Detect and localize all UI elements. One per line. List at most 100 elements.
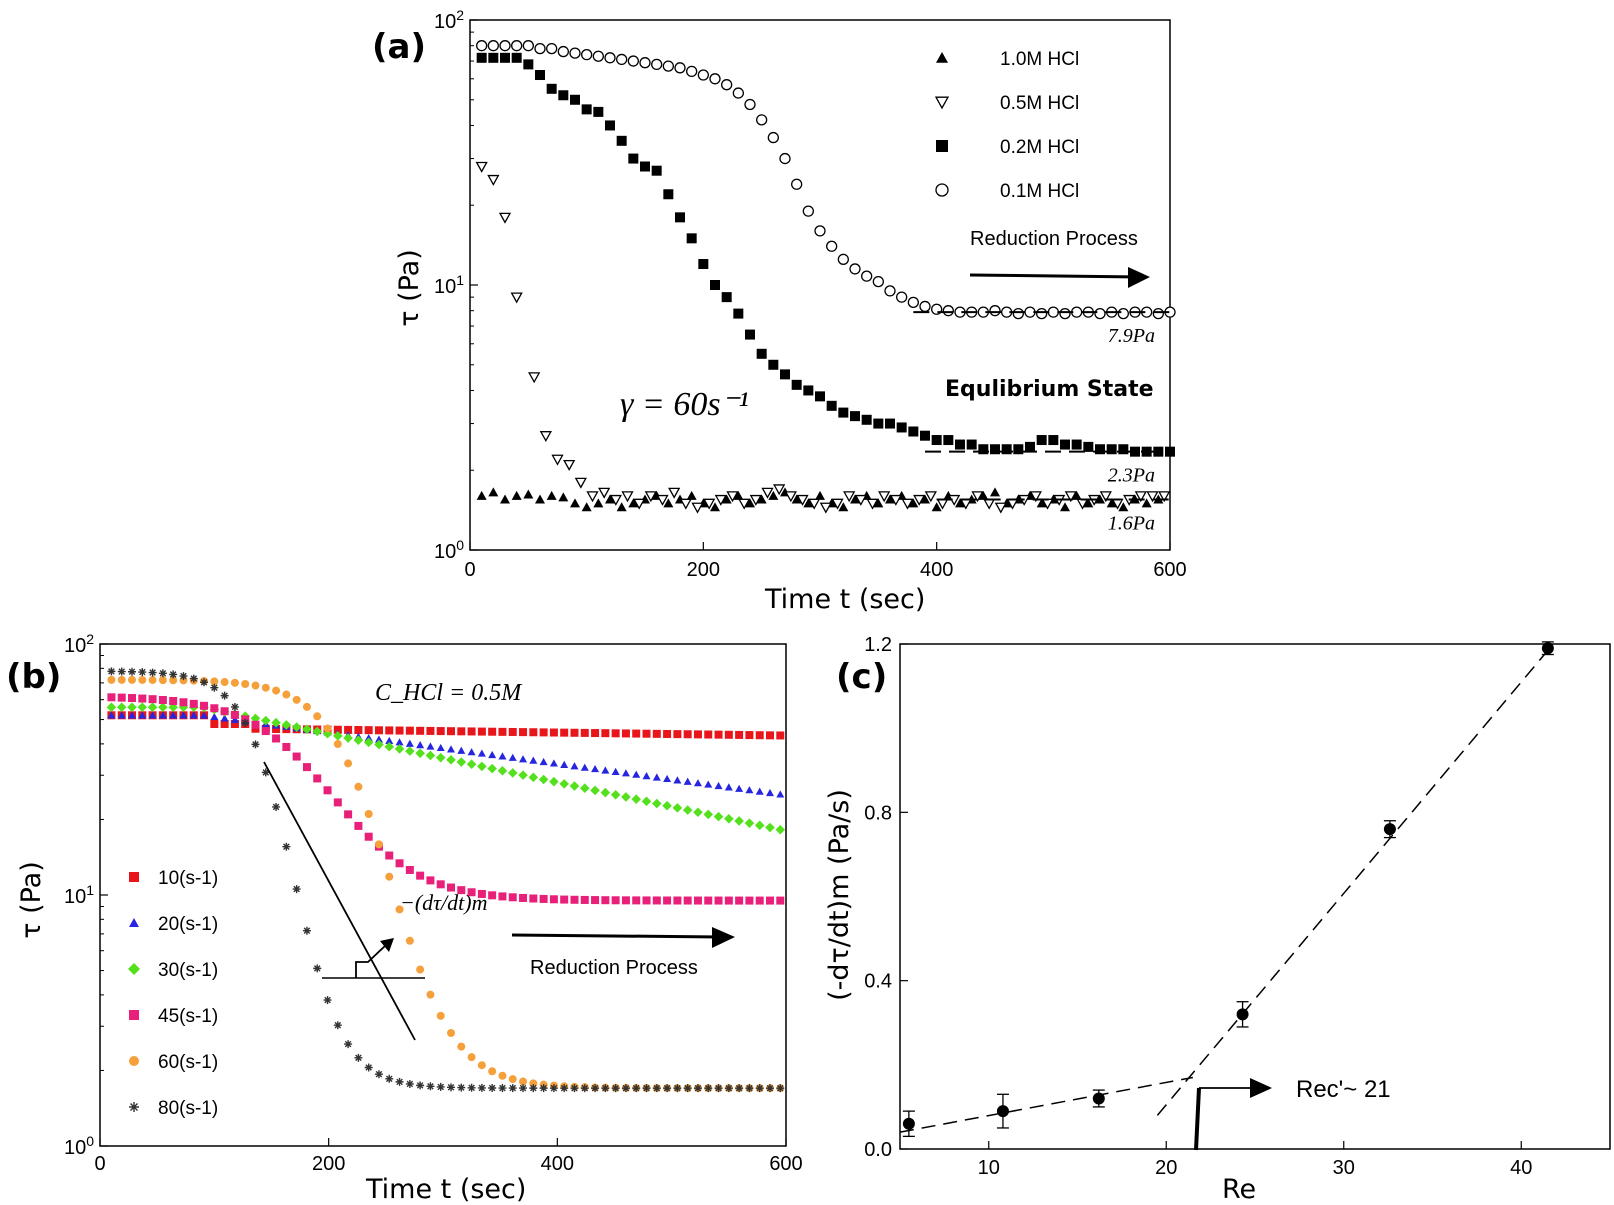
panel-b-point [632, 896, 641, 905]
panel-a-xtick-label: 600 [1153, 559, 1186, 581]
panel-c-fit-line [1156, 643, 1554, 1116]
panel-b-point [621, 896, 630, 905]
panel-b-point [611, 896, 620, 905]
panel-b-legend-label: 10(s-1) [158, 868, 218, 889]
panel-b-point [107, 667, 116, 676]
panel-a-point [768, 359, 779, 370]
panel-b-point [765, 1084, 774, 1093]
panel-a-point [1025, 441, 1035, 452]
panel-b-point [457, 886, 466, 895]
panel-b-point [148, 676, 157, 685]
panel-a-point [1118, 502, 1129, 512]
panel-a-legend-label: 0.5M HCl [1000, 93, 1079, 114]
panel-b-point [662, 800, 672, 811]
panel-b-point [302, 724, 312, 735]
panel-b-point [405, 1079, 414, 1088]
panel-a-point [733, 490, 744, 500]
panel-a-point [1106, 444, 1117, 455]
panel-a-legend: 1.0M HCl 0.5M HCl 0.2M HCl 0.1M HCl [934, 49, 1079, 202]
panel-a-point [1146, 491, 1159, 503]
panel-b-point [744, 818, 755, 828]
panel-b-point [343, 733, 353, 743]
panel-b-point [519, 755, 528, 763]
panel-b-point [436, 727, 445, 736]
panel-b-point [477, 749, 486, 757]
panel-a-label: (a) [372, 27, 426, 67]
panel-a-ylabel: τ (Pa) [394, 249, 425, 327]
panel-b-point [663, 1084, 672, 1093]
panel-b-point [580, 1084, 589, 1093]
panel-b-point [344, 725, 353, 734]
panel-b-point [117, 693, 126, 702]
panel-a-point [1071, 439, 1082, 450]
panel-a-point [756, 114, 768, 126]
panel-b-point [611, 767, 620, 775]
panel-b-point [272, 734, 281, 743]
panel-b-legend-marker [129, 1102, 139, 1112]
panel-a-point [546, 490, 557, 500]
panel-b-point [395, 859, 404, 868]
panel-b-point [580, 895, 589, 904]
panel-a-point [1130, 446, 1140, 457]
panel-b-point [642, 896, 651, 905]
panel-b-point [282, 690, 291, 699]
panel-b-point [488, 1067, 497, 1076]
panel-a-point [761, 487, 774, 499]
panel-b-point [456, 757, 467, 767]
panel-b-point [291, 722, 302, 732]
panel-a-point [639, 57, 651, 69]
panel-a-point [838, 502, 849, 512]
panel-b-point [292, 695, 301, 704]
panel-a-point [854, 494, 867, 506]
panel-b-point [457, 1083, 466, 1092]
panel-b-point [385, 851, 394, 860]
panel-b-legend-marker [128, 963, 140, 975]
panel-a-point [644, 491, 657, 503]
panel-c-critical-arrowhead [1250, 1078, 1272, 1098]
panel-a-point [605, 120, 615, 131]
panel-b-point [169, 696, 178, 705]
panel-b-point [776, 790, 785, 798]
panel-a-point [1059, 307, 1071, 320]
panel-a-point [616, 135, 627, 146]
panel-b-point [138, 694, 147, 703]
panel-a-point [663, 498, 674, 508]
panel-b-point [591, 764, 600, 773]
panel-a-point [640, 161, 650, 172]
panel-b-slope-angle [355, 944, 387, 978]
panel-b-point [549, 1084, 558, 1093]
panel-b-point [128, 711, 137, 719]
panel-a-point [1029, 491, 1042, 503]
panel-b-point [693, 730, 702, 739]
panel-a-point [698, 259, 709, 270]
panel-b-point [631, 794, 642, 804]
panel-b-point [560, 895, 569, 904]
panel-b-point [590, 785, 600, 796]
panel-b-point [384, 741, 395, 752]
panel-b-point [189, 711, 198, 719]
panel-b-point [169, 676, 178, 685]
panel-b-slope-line [263, 761, 416, 1041]
panel-b-point [569, 781, 580, 791]
panel-a-point [955, 439, 965, 450]
panel-b-point [394, 744, 405, 754]
panel-b-point [313, 964, 322, 973]
panel-a-point [931, 502, 942, 512]
panel-a-point [943, 435, 954, 446]
panel-a-legend-label: 0.1M HCl [1000, 181, 1079, 202]
panel-b-point [488, 727, 497, 736]
panel-b-point [734, 816, 744, 826]
panel-b-point [467, 727, 476, 736]
panel-b-point [683, 896, 692, 905]
panel-a-point [581, 502, 592, 512]
panel-b: (b) Time t (sec) τ (Pa) 0 200 400 600 100 10… [6, 631, 803, 1205]
panel-b-point [364, 832, 373, 841]
panel-b-point [374, 735, 383, 743]
panel-c-xtick-label: 30 [1333, 1157, 1355, 1179]
panel-a-point [662, 60, 674, 72]
panel-a-point [885, 494, 895, 504]
panel-a-point [749, 494, 762, 506]
panel-a-point [604, 52, 616, 64]
panel-b-point [745, 786, 754, 794]
panel-b-point [426, 726, 435, 735]
